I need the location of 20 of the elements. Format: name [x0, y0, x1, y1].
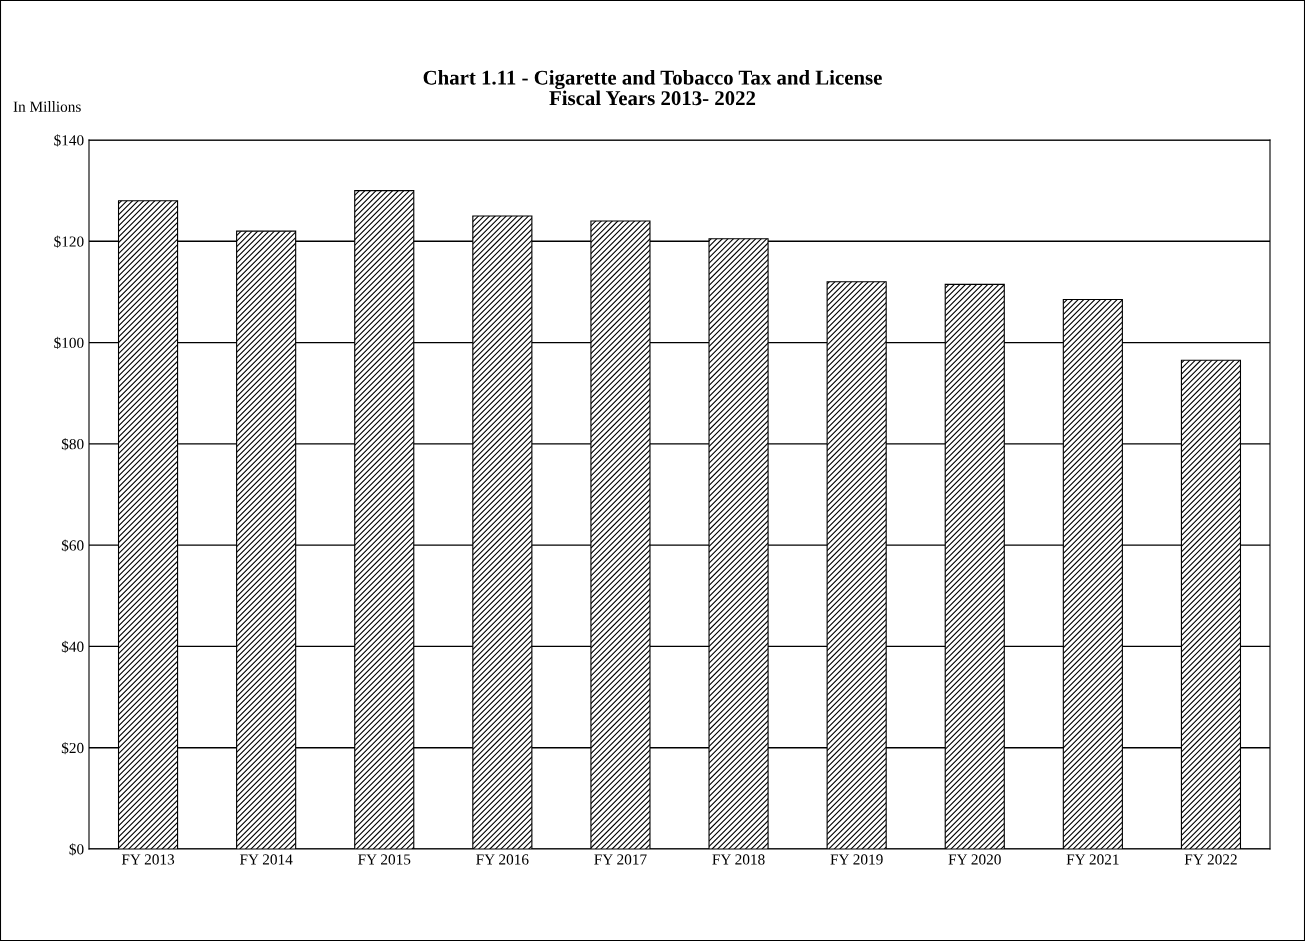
y-tick-label: $80 — [61, 438, 84, 451]
y-tick-label: $120 — [54, 235, 84, 248]
x-tick-label: FY 2022 — [1184, 854, 1237, 865]
x-tick-label: FY 2015 — [358, 854, 411, 865]
x-tick-label: FY 2013 — [121, 854, 175, 865]
y-tick-label: $140 — [54, 134, 84, 147]
x-tick-label: FY 2020 — [948, 854, 1001, 865]
x-tick-label: FY 2017 — [594, 854, 647, 865]
y-tick-label: $20 — [61, 741, 84, 755]
x-tick-label: FY 2018 — [712, 854, 765, 865]
x-tick-label: FY 2021 — [1066, 854, 1119, 865]
x-tick-label: FY 2016 — [476, 854, 529, 865]
y-tick-label: $60 — [61, 539, 84, 552]
y-tick-label: $40 — [61, 640, 84, 653]
x-tick-label: FY 2019 — [830, 854, 883, 865]
y-tick-label: $0 — [69, 843, 84, 856]
x-tick-label: FY 2014 — [239, 854, 293, 865]
y-tick-label: $100 — [54, 336, 84, 350]
chart-title: Chart 1.11 - Cigarette and Tobacco Tax and License Fiscal Years 2013- 2022 — [423, 70, 882, 106]
y-axis-title: In Millions — [13, 101, 81, 112]
